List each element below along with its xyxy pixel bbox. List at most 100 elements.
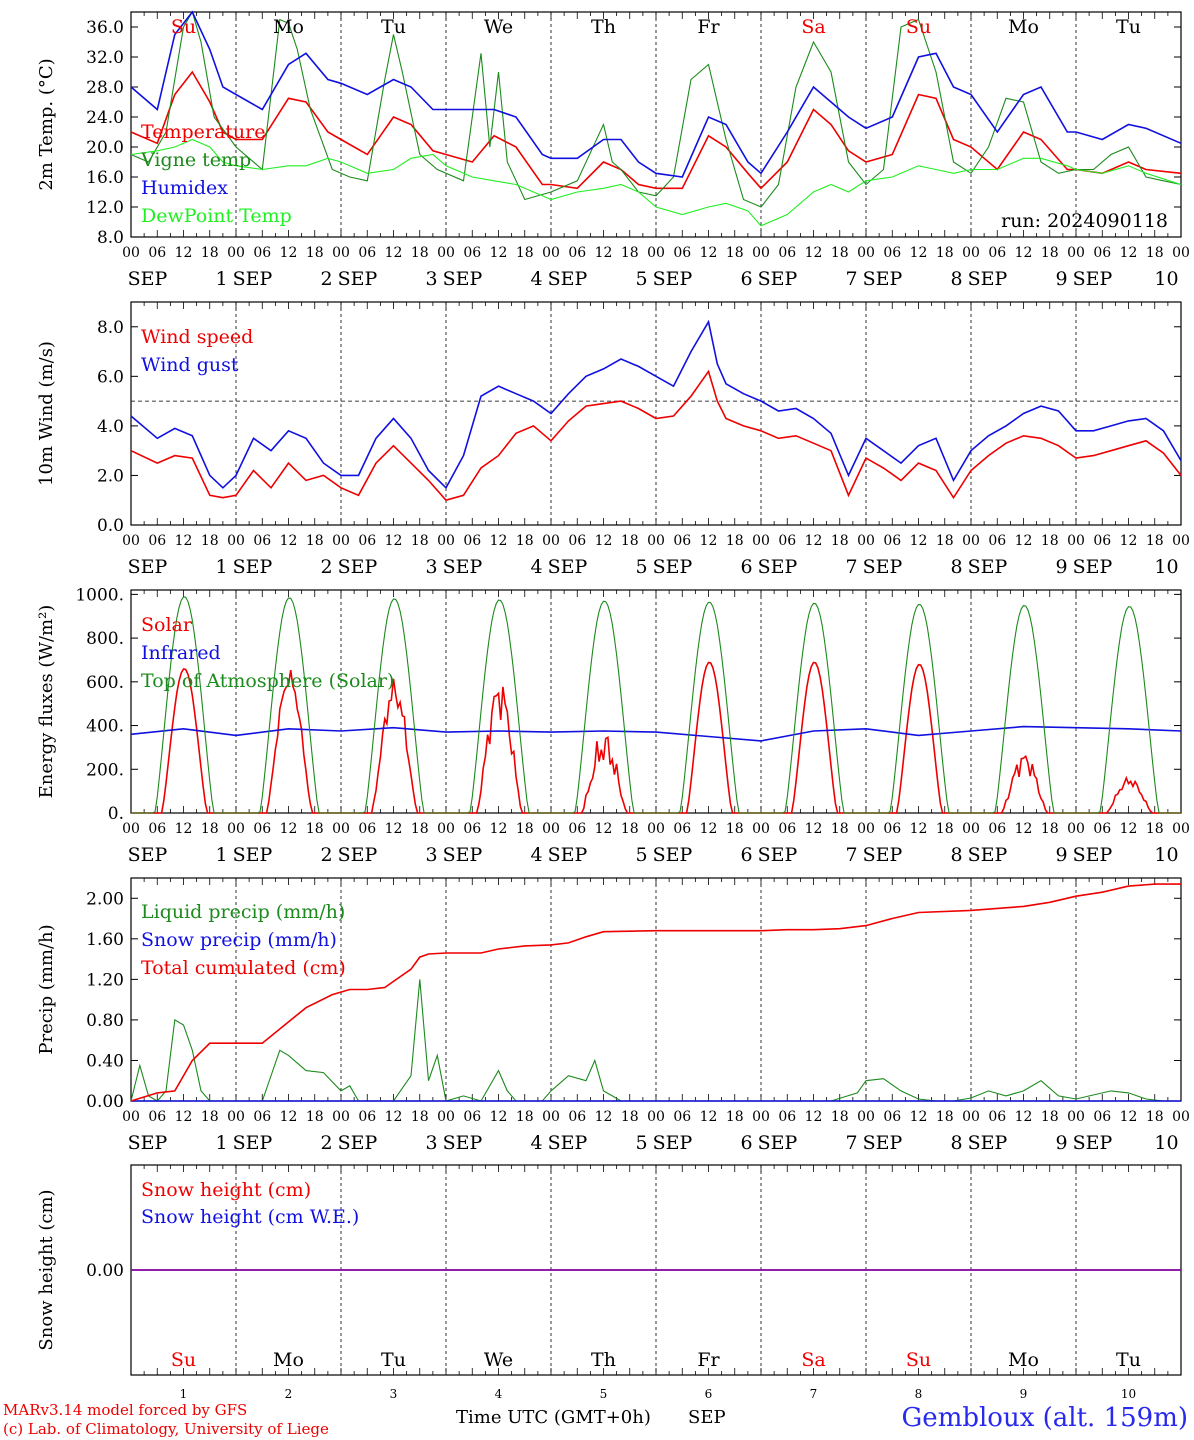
date-label: 3	[390, 1387, 398, 1401]
hour-tick-label: 00	[437, 821, 455, 837]
hour-tick-label: 00	[857, 1109, 875, 1125]
date-label: 3	[425, 556, 437, 578]
hour-tick-label: 06	[148, 245, 166, 261]
hour-tick-label: 12	[280, 1109, 298, 1125]
hour-tick-label: 06	[568, 533, 586, 549]
month-label: SEP	[338, 1132, 378, 1154]
footer: MARv3.14 model forced by GFS (c) Lab. of…	[3, 1401, 1188, 1438]
hour-tick-label: 00	[857, 821, 875, 837]
hour-tick-label: 12	[700, 821, 718, 837]
hour-tick-label: 06	[778, 245, 796, 261]
hour-tick-label: 06	[253, 533, 271, 549]
hour-tick-label: 06	[988, 245, 1006, 261]
hour-tick-label: 06	[253, 1109, 271, 1125]
hour-tick-label: 12	[700, 245, 718, 261]
date-label: 6	[740, 268, 752, 290]
hour-tick-label: 06	[988, 1109, 1006, 1125]
hour-tick-label: 06	[778, 821, 796, 837]
hour-tick-label: 12	[1015, 533, 1033, 549]
hour-tick-label: 18	[1146, 1109, 1164, 1125]
hour-tick-label: 06	[358, 821, 376, 837]
hour-tick-label: 00	[857, 245, 875, 261]
hour-tick-label: 00	[647, 533, 665, 549]
hour-tick-label: 18	[831, 1109, 849, 1125]
month-label: SEP	[968, 556, 1008, 578]
ytick-label: 2.00	[86, 889, 124, 909]
hour-tick-label: 18	[411, 245, 429, 261]
hour-tick-label: 06	[883, 533, 901, 549]
ytick-label: 0.00	[86, 1261, 124, 1281]
hour-tick-label: 00	[752, 1109, 770, 1125]
temp-panel: 8.0 12.0 16.0 20.0 24.0 28.0 32.0 36.0 2m Temp. …	[36, 10, 1190, 290]
hour-tick-label: 12	[385, 821, 403, 837]
ytick-label: 2.0	[97, 466, 124, 486]
hour-tick-label: 00	[332, 533, 350, 549]
date-label: 5	[635, 1132, 647, 1154]
hour-tick-label: 12	[805, 821, 823, 837]
date-label: 7	[810, 1387, 818, 1401]
hour-tick-label: 00	[1172, 533, 1190, 549]
date-label: 7	[845, 1132, 857, 1154]
ytick-label: 16.0	[86, 168, 124, 188]
infrared-line	[130, 725, 1182, 742]
month-label: SEP	[233, 1132, 273, 1154]
hour-tick-label: 18	[201, 533, 219, 549]
hour-tick-label: 12	[385, 533, 403, 549]
hour-tick-label: 18	[726, 245, 744, 261]
date-label: 1	[215, 268, 227, 290]
hour-tick-label: 06	[673, 821, 691, 837]
date-label: 10	[1154, 844, 1178, 866]
hour-tick-label: 12	[910, 1109, 928, 1125]
hour-tick-label: 00	[227, 821, 245, 837]
date-label: 4	[530, 1132, 542, 1154]
hour-tick-label: 18	[201, 821, 219, 837]
hour-tick-label: 18	[726, 533, 744, 549]
wind-ylabel: 10m Wind (m/s)	[36, 341, 57, 486]
hour-tick-label: 18	[306, 245, 324, 261]
date-label: 4	[530, 844, 542, 866]
top-of-atmosphere-solar--line	[131, 596, 1181, 814]
credit-line-1: MARv3.14 model forced by GFS	[3, 1401, 247, 1419]
ytick-label: 0.0	[97, 516, 124, 536]
month-label: SEP	[443, 556, 483, 578]
hour-tick-label: 18	[831, 821, 849, 837]
month-label: SEP	[128, 556, 168, 578]
hour-tick-label: 18	[516, 821, 534, 837]
weekday-label: Mo	[1008, 16, 1039, 38]
hour-tick-label: 12	[1015, 245, 1033, 261]
date-label: 7	[845, 844, 857, 866]
hour-tick-label: 12	[910, 245, 928, 261]
wind-gust-line	[130, 319, 1182, 490]
month-label: SEP	[758, 268, 798, 290]
hour-tick-label: 12	[175, 821, 193, 837]
hour-tick-label: 18	[726, 1109, 744, 1125]
month-label: SEP	[1073, 268, 1113, 290]
hour-tick-label: 12	[1120, 821, 1138, 837]
hour-tick-label: 18	[936, 821, 954, 837]
weekday-label: We	[484, 1349, 513, 1371]
hour-tick-label: 00	[227, 533, 245, 549]
energy-frame	[130, 589, 1182, 814]
hour-tick-label: 18	[1041, 1109, 1059, 1125]
time-axis-month: SEP	[688, 1407, 726, 1428]
hour-tick-label: 12	[1120, 245, 1138, 261]
month-label: SEP	[863, 556, 903, 578]
hour-tick-label: 12	[175, 533, 193, 549]
ytick-label: 600.	[86, 673, 124, 693]
hour-tick-label: 00	[647, 245, 665, 261]
hour-tick-label: 06	[253, 245, 271, 261]
hour-tick-label: 12	[385, 1109, 403, 1125]
hour-tick-label: 18	[516, 1109, 534, 1125]
ytick-label: 32.0	[86, 48, 124, 68]
ytick-label: 24.0	[86, 108, 124, 128]
hour-tick-label: 00	[962, 245, 980, 261]
hour-tick-label: 06	[463, 1109, 481, 1125]
legend-entry: Solar	[141, 614, 193, 636]
date-label: 7	[845, 556, 857, 578]
hour-tick-label: 12	[385, 245, 403, 261]
month-label: SEP	[233, 556, 273, 578]
hour-tick-label: 06	[568, 245, 586, 261]
hour-tick-label: 00	[227, 1109, 245, 1125]
weekday-label: Su	[906, 16, 931, 38]
